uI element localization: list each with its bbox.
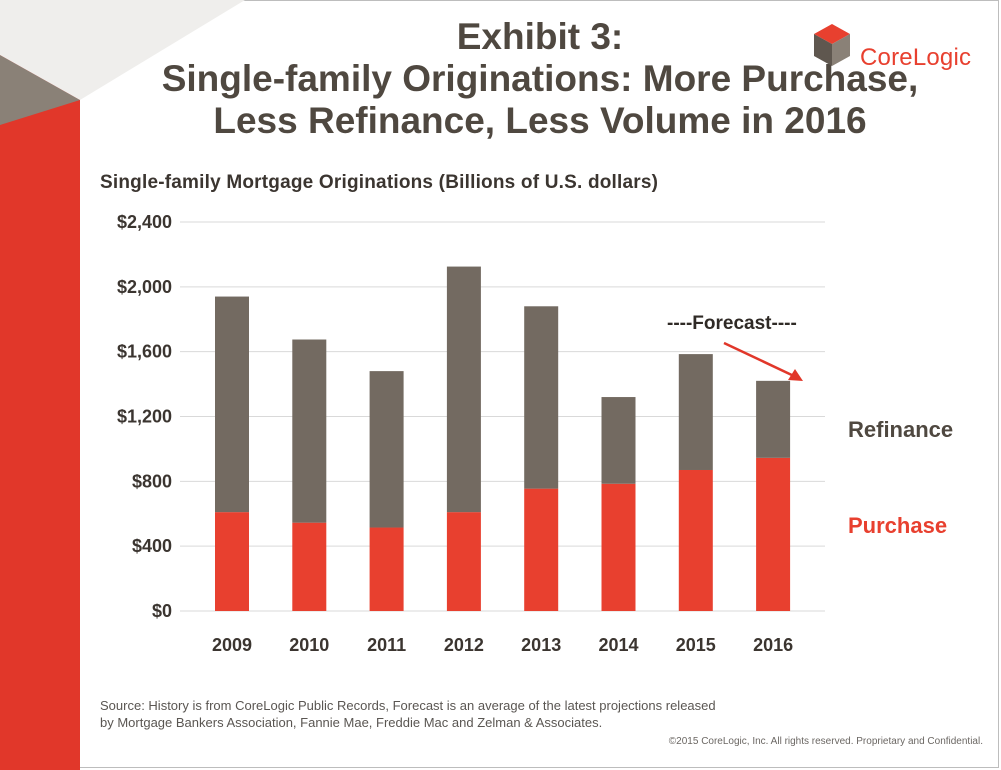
x-tick-label: 2009	[212, 635, 252, 655]
x-tick-label: 2013	[521, 635, 561, 655]
forecast-annotation: ----Forecast----	[667, 313, 797, 334]
corelogic-logo-icon	[814, 24, 850, 66]
x-tick-label: 2012	[444, 635, 484, 655]
forecast-arrow-head	[788, 369, 803, 381]
legend-purchase: Purchase	[848, 513, 948, 538]
bar-purchase-2013	[524, 488, 559, 611]
bar-refinance-2014	[601, 397, 636, 484]
x-tick-label: 2016	[753, 635, 793, 655]
slide-title: Exhibit 3: Single-family Originations: M…	[110, 16, 970, 142]
source-line-1: Source: History is from CoreLogic Public…	[100, 698, 716, 713]
copyright-notice: ©2015 CoreLogic, Inc. All rights reserve…	[668, 736, 983, 747]
bar-refinance-2011	[369, 371, 404, 528]
y-tick-label: $1,600	[117, 342, 172, 362]
source-note: Source: History is from CoreLogic Public…	[100, 697, 800, 731]
bar-refinance-2009	[215, 296, 249, 513]
bar-refinance-2016	[756, 380, 791, 458]
y-tick-label: $800	[132, 471, 172, 491]
title-line-1: Exhibit 3:	[456, 16, 624, 57]
x-tick-label: 2015	[676, 635, 716, 655]
bar-purchase-2011	[369, 527, 404, 611]
legend-refinance: Refinance	[848, 417, 954, 442]
bar-refinance-2012	[446, 266, 481, 513]
chart-title: Single-family Mortgage Originations (Bil…	[100, 172, 659, 193]
bar-purchase-2014	[601, 483, 636, 611]
decorative-banner	[0, 0, 245, 770]
y-tick-label: $0	[152, 601, 172, 621]
banner-red-stripe	[0, 0, 80, 770]
bar-purchase-2009	[215, 512, 249, 611]
y-tick-label: $2,000	[117, 277, 172, 297]
y-tick-label: $1,200	[117, 407, 172, 427]
bar-refinance-2015	[678, 354, 713, 470]
source-line-2: by Mortgage Bankers Association, Fannie …	[100, 715, 603, 730]
forecast-arrow-line	[723, 341, 797, 379]
title-line-3: Less Refinance, Less Volume in 2016	[213, 100, 867, 141]
x-tick-label: 2011	[367, 635, 406, 655]
y-tick-label: $2,400	[117, 212, 172, 232]
y-tick-label: $400	[132, 536, 172, 556]
banner-light-swoosh	[0, 0, 245, 100]
bar-purchase-2010	[292, 522, 327, 611]
title-line-2: Single-family Originations: More Purchas…	[161, 58, 919, 99]
x-tick-label: 2014	[598, 635, 638, 655]
bar-refinance-2010	[292, 339, 327, 523]
banner-gray-triangle	[0, 55, 80, 125]
bar-purchase-2015	[678, 469, 713, 611]
x-tick-label: 2010	[289, 635, 329, 655]
bar-refinance-2013	[524, 306, 559, 489]
bar-purchase-2016	[756, 457, 791, 611]
bar-purchase-2012	[446, 512, 481, 611]
logo-text: CoreLogic	[860, 44, 972, 71]
